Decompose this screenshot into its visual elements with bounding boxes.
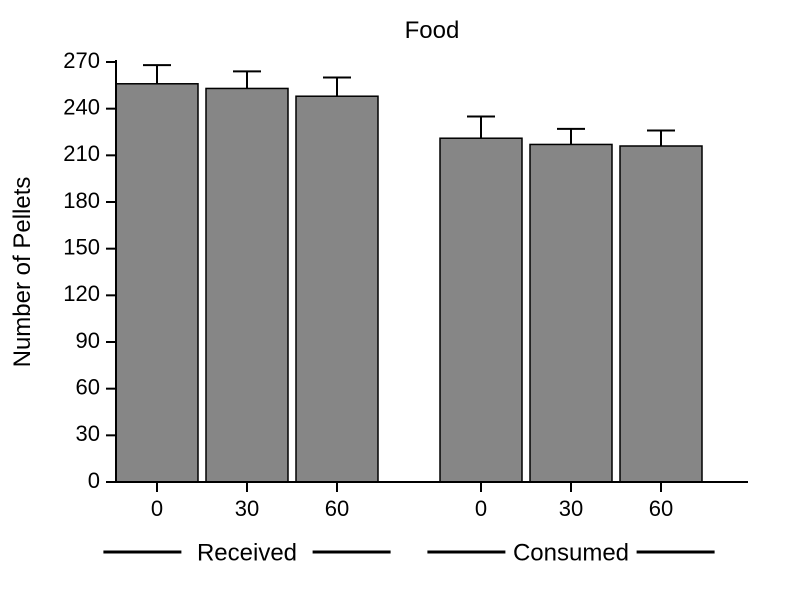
x-tick-label: 60 (649, 496, 673, 521)
group-label: Received (197, 539, 297, 566)
y-tick-label: 0 (88, 468, 100, 493)
bar (116, 84, 198, 482)
y-tick-label: 210 (63, 141, 100, 166)
y-tick-label: 30 (76, 421, 100, 446)
y-axis-label: Number of Pellets (9, 177, 36, 368)
y-tick-label: 150 (63, 234, 100, 259)
food-chart: Food Number of Pellets 0 30 60 90 120 150 180 210… (0, 0, 800, 595)
x-tick-label: 0 (151, 496, 163, 521)
chart-title: Food (405, 17, 460, 44)
bar (620, 146, 702, 482)
bar (206, 88, 288, 482)
bar (440, 138, 522, 482)
bar (296, 96, 378, 482)
x-tick-label: 30 (235, 496, 259, 521)
y-tick-label: 180 (63, 188, 100, 213)
group-label: Consumed (513, 539, 629, 566)
y-tick-label: 270 (63, 48, 100, 73)
y-tick-label: 90 (76, 328, 100, 353)
x-tick-label: 30 (559, 496, 583, 521)
chart-svg: Food Number of Pellets 0 30 60 90 120 150 180 210… (0, 0, 800, 595)
y-tick-label: 240 (63, 94, 100, 119)
bar (530, 144, 612, 482)
x-tick-label: 60 (325, 496, 349, 521)
y-tick-label: 120 (63, 281, 100, 306)
y-tick-label: 60 (76, 374, 100, 399)
x-tick-label: 0 (475, 496, 487, 521)
